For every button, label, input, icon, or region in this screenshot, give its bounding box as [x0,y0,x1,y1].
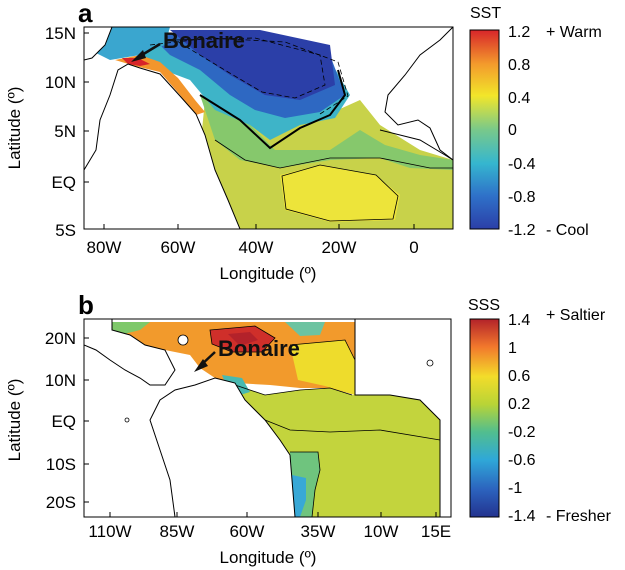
panel-b-map [84,319,451,517]
sst-field-deep-blue [170,30,335,100]
sss-contour-4 [290,451,321,517]
colorbar-high-label: + Warm [546,24,602,41]
sss-field-cyan [292,475,306,517]
sss-field-orange [112,322,355,395]
sst-contour-2 [281,164,399,222]
panel-a-xlabel: Longitude (º) [220,264,317,283]
colorbar-tick: 1.2 [508,24,530,41]
x-tick-label: 60W [161,238,196,257]
colorbar-title: SST [470,5,501,22]
colorbar-tick: 0.6 [508,368,530,385]
y-tick-label: 10N [45,73,76,92]
panel-a-y-ticks: 15N 10N 5N EQ 5S [45,24,89,240]
colorbar-tick: 0.4 [508,90,530,107]
y-tick-label: 15N [45,24,76,43]
y-tick-label: 10N [45,371,76,390]
panel-a-frame [83,26,454,230]
panel-a-x-ticks: 80W 60W 40W 20W 0 [87,224,419,257]
sst-field-yellow [280,165,400,222]
sss-field-red-core-2 [228,332,258,346]
annotation-label: Bonaire [163,28,245,53]
panel-b-ylabel: Latitude (º) [5,379,24,462]
colorbar-title: SSS [468,297,500,314]
x-tick-label: 35W [301,522,336,541]
sss-field-green-ne [285,322,325,336]
y-tick-label: EQ [51,412,76,431]
panel-b-label: b [78,290,94,320]
africa-land [354,319,451,517]
west-africa-coast [379,129,453,161]
x-tick-label: 0 [409,238,418,257]
y-tick-label: 10S [46,455,76,474]
sss-field-base [235,385,440,517]
colorbar-gradient [469,29,500,230]
colorbar-tick: 1.4 [508,312,530,329]
panel-a-map [84,27,453,229]
x-tick-label: 60W [230,522,265,541]
panel-a-bonaire-annotation: Bonaire [131,28,245,62]
x-tick-label: 40W [239,238,274,257]
panel-b: b [5,290,612,567]
y-tick-label: 20S [46,493,76,512]
colorbar-tick: 0 [508,122,517,139]
colorbar-gradient [469,318,500,518]
x-tick-label: 10W [364,522,399,541]
annotation-label: Bonaire [218,336,300,361]
y-tick-label: 5N [54,122,76,141]
colorbar-low-label: - Fresher [546,508,612,525]
colorbar-tick: -0.4 [508,156,536,173]
sst-contour-1 [214,139,453,169]
y-tick-label: 5S [55,221,76,240]
sst-field-coast-warm [115,55,205,115]
panel-b-xlabel: Longitude (º) [220,548,317,567]
sss-field-yellow-patch [290,340,355,395]
sst-field-green-band [200,95,453,170]
colorbar-tick: -1.2 [508,222,536,239]
colorbar-high-label: + Saltier [546,307,606,324]
panel-b-frame [83,318,452,518]
panel-b-x-ticks: 110W 85W 60W 35W 10W 15E [88,512,451,541]
colorbar-tick: -1.4 [508,508,536,525]
panel-a-ylabel: Latitude (º) [5,87,24,170]
west-africa-land [384,27,453,161]
colorbar-tick: -0.8 [508,189,536,206]
south-america-land [149,377,296,517]
colorbar-tick: 0.8 [508,57,530,74]
sss-field-gulf-green [112,322,150,335]
x-tick-label: 20W [322,238,357,257]
colorbar-tick: -0.6 [508,452,536,469]
x-tick-label: 85W [160,522,195,541]
colorbar-tick: -1 [508,480,522,497]
y-tick-label: EQ [51,173,76,192]
colorbar-tick: 1 [508,340,517,357]
colorbar-low-label: - Cool [546,222,589,239]
panel-a: a [5,0,602,283]
panel-b-y-ticks: 20N 10N EQ 10S 20S [45,329,89,512]
island [177,334,189,346]
panel-a-colorbar: SST 1.2 0.8 0.4 0 -0.4 -0.8 -1.2 + Warm … [469,5,602,239]
panel-a-label: a [78,0,93,28]
central-america-land [84,27,113,61]
north-america-land [84,319,176,386]
island [426,359,434,367]
colorbar-tick: -0.2 [508,424,536,441]
panel-b-colorbar: SSS 1.4 1 0.6 0.2 -0.2 -0.6 -1 -1.4 + Sa… [468,297,612,525]
sst-contour-zero [199,69,347,150]
south-america-land [84,63,241,229]
annotation-arrowhead [131,50,146,62]
sst-contour-neg-2 [149,37,349,115]
x-tick-label: 110W [88,522,131,541]
sss-contour-2 [209,325,276,353]
x-tick-label: 80W [87,238,122,257]
x-tick-label: 15E [421,522,451,541]
panel-b-bonaire-annotation: Bonaire [194,336,300,372]
y-tick-label: 20N [45,329,76,348]
sss-contour-5 [264,419,441,441]
island [124,417,130,423]
annotation-arrowhead [194,359,208,372]
sss-contour-3 [289,339,356,361]
colorbar-tick: 0.2 [508,396,530,413]
